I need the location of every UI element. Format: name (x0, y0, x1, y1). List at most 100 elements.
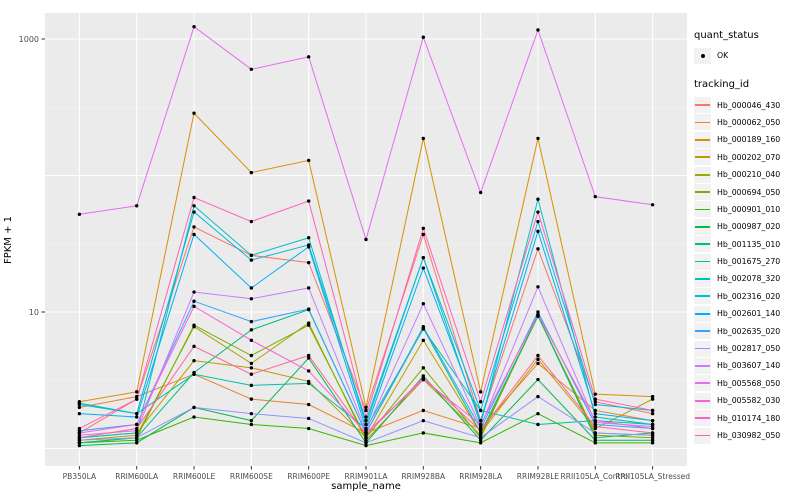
legend-item-Hb_002601_140[interactable]: Hb_002601_140 (694, 305, 800, 322)
data-point[interactable] (536, 377, 540, 382)
data-point[interactable] (536, 197, 540, 201)
data-point[interactable] (249, 170, 254, 175)
data-point[interactable] (364, 415, 368, 419)
data-point[interactable] (478, 438, 483, 442)
legend-item-Hb_005568_050[interactable]: Hb_005568_050 (694, 375, 800, 392)
legend-item-Hb_001135_010[interactable]: Hb_001135_010 (694, 236, 800, 253)
data-point[interactable] (364, 408, 368, 413)
data-point[interactable] (478, 408, 483, 413)
data-point[interactable] (249, 297, 254, 301)
data-point[interactable] (478, 422, 483, 427)
data-point[interactable] (421, 366, 426, 370)
data-point[interactable] (306, 426, 311, 431)
data-point[interactable] (364, 431, 368, 435)
data-point[interactable] (536, 229, 540, 234)
data-point[interactable] (421, 35, 426, 39)
data-point[interactable] (192, 204, 196, 208)
data-point[interactable] (478, 433, 483, 437)
data-point[interactable] (306, 323, 311, 327)
data-point[interactable] (478, 190, 483, 195)
data-point[interactable] (249, 319, 254, 324)
legend-item-Hb_000046_430[interactable]: Hb_000046_430 (694, 96, 800, 114)
data-point[interactable] (650, 435, 655, 440)
data-point[interactable] (249, 361, 254, 366)
data-point[interactable] (536, 353, 540, 358)
data-point[interactable] (249, 383, 254, 388)
data-point[interactable] (650, 441, 655, 445)
data-point[interactable] (593, 408, 597, 413)
data-point[interactable] (593, 433, 597, 437)
legend-item-Hb_000901_010[interactable]: Hb_000901_010 (694, 201, 800, 218)
data-point[interactable] (135, 204, 139, 208)
data-point[interactable] (135, 411, 139, 416)
data-point[interactable] (421, 327, 426, 331)
data-point[interactable] (306, 381, 311, 386)
data-point[interactable] (77, 441, 82, 445)
data-point[interactable] (306, 369, 311, 373)
data-point[interactable] (650, 394, 655, 399)
data-point[interactable] (135, 394, 139, 399)
data-point[interactable] (421, 408, 426, 413)
data-point[interactable] (536, 310, 540, 314)
data-point[interactable] (306, 286, 311, 290)
data-point[interactable] (536, 247, 540, 251)
data-point[interactable] (249, 418, 254, 423)
data-point[interactable] (421, 255, 426, 260)
data-point[interactable] (536, 422, 540, 427)
data-point[interactable] (421, 226, 426, 231)
data-point[interactable] (249, 411, 254, 416)
data-point[interactable] (421, 418, 426, 423)
legend-item-Hb_002635_020[interactable]: Hb_002635_020 (694, 322, 800, 340)
data-point[interactable] (249, 372, 254, 376)
data-point[interactable] (249, 328, 254, 332)
data-point[interactable] (192, 405, 196, 410)
legend-item-Hb_030982_050[interactable]: Hb_030982_050 (694, 427, 800, 444)
data-point[interactable] (77, 431, 82, 435)
data-point[interactable] (249, 67, 254, 71)
data-point[interactable] (593, 415, 597, 419)
data-point[interactable] (249, 258, 254, 262)
data-point[interactable] (249, 219, 254, 224)
data-point[interactable] (135, 433, 139, 437)
data-point[interactable] (306, 260, 311, 265)
data-point[interactable] (192, 304, 196, 309)
data-point[interactable] (593, 418, 597, 423)
data-point[interactable] (536, 357, 540, 362)
data-point[interactable] (593, 392, 597, 396)
data-point[interactable] (650, 397, 655, 401)
data-point[interactable] (593, 441, 597, 445)
legend-item-Hb_002078_320[interactable]: Hb_002078_320 (694, 270, 800, 287)
data-point[interactable] (478, 429, 483, 433)
data-point[interactable] (135, 435, 139, 440)
data-point[interactable] (135, 426, 139, 431)
data-point[interactable] (593, 400, 597, 404)
data-point[interactable] (536, 361, 540, 366)
data-point[interactable] (306, 55, 311, 59)
data-point[interactable] (135, 441, 139, 445)
data-point[interactable] (306, 356, 311, 360)
data-point[interactable] (364, 433, 368, 437)
data-point[interactable] (650, 431, 655, 435)
data-point[interactable] (249, 286, 254, 290)
data-point[interactable] (478, 390, 483, 394)
data-point[interactable] (421, 325, 426, 329)
data-point[interactable] (192, 25, 196, 29)
data-point[interactable] (593, 431, 597, 435)
data-point[interactable] (77, 443, 82, 448)
data-point[interactable] (249, 422, 254, 427)
data-point[interactable] (249, 253, 254, 258)
data-point[interactable] (650, 426, 655, 431)
data-point[interactable] (364, 441, 368, 445)
data-point[interactable] (650, 411, 655, 416)
legend-item-Hb_003607_140[interactable]: Hb_003607_140 (694, 357, 800, 374)
data-point[interactable] (421, 232, 426, 237)
data-point[interactable] (364, 422, 368, 427)
data-point[interactable] (306, 158, 311, 163)
data-point[interactable] (249, 353, 254, 358)
data-point[interactable] (593, 397, 597, 401)
data-point[interactable] (478, 418, 483, 423)
data-point[interactable] (650, 433, 655, 437)
data-point[interactable] (421, 431, 426, 435)
data-point[interactable] (306, 416, 311, 421)
legend-item-Hb_002817_050[interactable]: Hb_002817_050 (694, 340, 800, 357)
